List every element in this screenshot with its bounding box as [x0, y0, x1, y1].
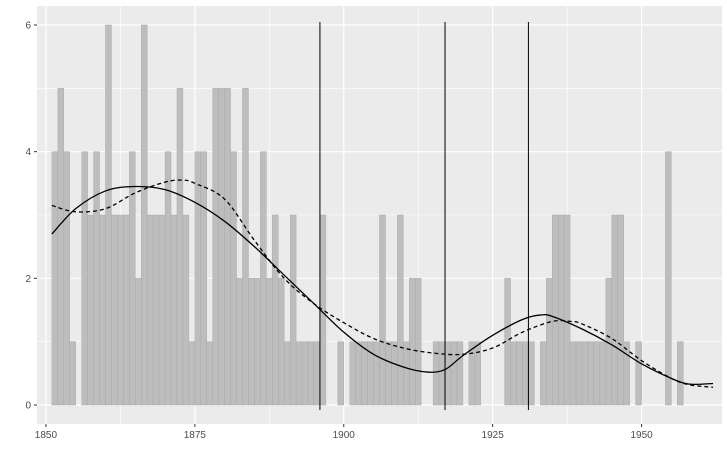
bar	[403, 341, 410, 406]
bar	[123, 214, 130, 406]
bar	[665, 151, 672, 406]
bar	[337, 341, 344, 406]
bar	[516, 341, 523, 406]
bar	[135, 278, 142, 406]
bar	[385, 341, 392, 406]
bar	[361, 341, 368, 406]
bar	[569, 341, 577, 406]
x-tick-label: 1900	[333, 430, 356, 441]
bar	[301, 341, 309, 406]
bar	[63, 151, 70, 406]
bar	[510, 341, 517, 406]
y-tick-label: 6	[25, 21, 31, 32]
bar	[51, 151, 59, 406]
bar	[170, 214, 178, 406]
bar	[105, 24, 112, 406]
smooth-lines	[51, 179, 714, 388]
bar	[391, 341, 398, 406]
x-tick-label: 1925	[482, 430, 505, 441]
bar	[355, 341, 362, 406]
bar	[307, 341, 315, 406]
bar	[587, 341, 595, 406]
bar	[557, 214, 565, 406]
bar	[242, 88, 249, 406]
bar	[635, 341, 642, 406]
bar	[278, 278, 285, 406]
bar	[313, 341, 321, 406]
bar	[182, 214, 190, 406]
bar	[230, 151, 237, 406]
x-tick-label: 1850	[35, 430, 58, 441]
bar	[409, 278, 416, 406]
bar	[677, 341, 684, 406]
bar	[295, 341, 303, 406]
bar	[450, 341, 458, 406]
bar	[206, 341, 213, 406]
bar	[93, 151, 100, 406]
bar	[349, 341, 356, 406]
bar	[552, 214, 559, 406]
bar	[528, 341, 535, 406]
bar	[176, 88, 184, 406]
bar	[623, 341, 630, 406]
bar	[474, 341, 481, 406]
bar	[599, 341, 607, 406]
bar	[438, 341, 446, 406]
bar	[581, 341, 589, 406]
bar	[254, 278, 261, 406]
bar	[283, 341, 291, 406]
bar	[141, 24, 148, 406]
series-line-solid	[51, 185, 714, 386]
bar	[158, 214, 166, 406]
bar	[266, 278, 273, 406]
bar	[444, 341, 452, 406]
bar	[546, 278, 553, 406]
bar	[152, 214, 160, 406]
vertical-lines	[319, 22, 529, 410]
bar	[188, 341, 196, 406]
bar	[373, 341, 380, 406]
bar	[522, 341, 529, 406]
y-tick-label: 4	[25, 147, 31, 158]
x-tick-label: 1875	[184, 430, 207, 441]
y-axis: 0 2 4 6	[25, 21, 37, 412]
bar	[617, 214, 624, 406]
bar	[194, 151, 202, 406]
bar	[575, 341, 583, 406]
bar	[289, 214, 297, 406]
bar	[540, 341, 547, 406]
y-tick-label: 0	[25, 401, 31, 412]
bar	[111, 214, 118, 406]
bar	[432, 341, 440, 406]
bar	[224, 88, 231, 406]
bar	[87, 214, 94, 406]
bar	[236, 278, 243, 406]
x-axis: 1850 1875 1900 1925 1950	[35, 424, 653, 441]
bar	[272, 214, 279, 406]
bar	[200, 151, 207, 406]
bars	[51, 24, 684, 406]
bar	[379, 214, 386, 406]
bar	[593, 341, 601, 406]
x-tick-label: 1950	[630, 430, 653, 441]
bar	[248, 278, 255, 406]
series-line-dashed	[51, 179, 714, 388]
bar	[397, 214, 404, 406]
y-tick-label: 2	[25, 274, 31, 285]
bar	[212, 88, 219, 406]
bar	[611, 214, 618, 406]
bar	[57, 88, 65, 406]
bar	[81, 151, 88, 406]
bar	[117, 214, 124, 406]
bar	[146, 214, 154, 406]
bar	[415, 278, 422, 406]
bar	[260, 151, 267, 406]
bar	[563, 214, 571, 406]
bar	[218, 88, 225, 406]
bar	[99, 214, 106, 406]
bar	[129, 151, 136, 406]
bar	[69, 341, 76, 406]
bar	[456, 341, 464, 406]
